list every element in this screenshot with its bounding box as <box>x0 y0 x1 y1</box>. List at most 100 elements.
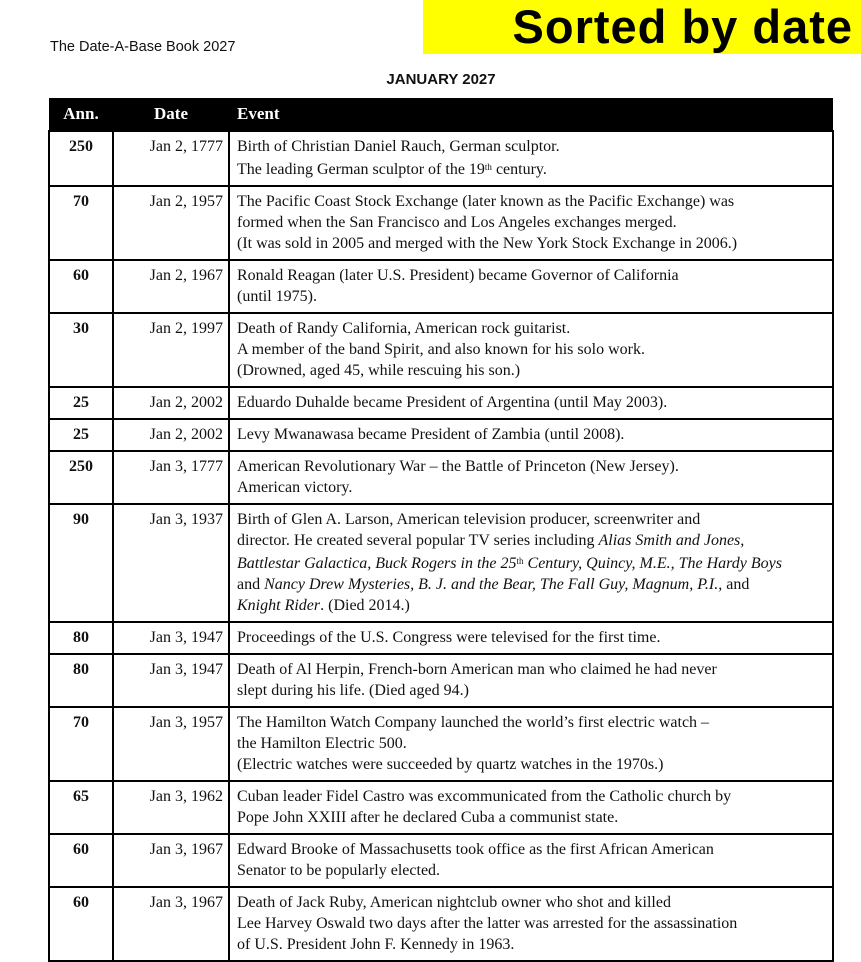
table-row: 25 Jan 2, 2002 Eduardo Duhalde became Pres… <box>48 386 834 420</box>
date-cell: Jan 2, 1777 <box>112 130 230 187</box>
italic-title-text: Battlestar Galactica, Buck Rogers in the… <box>237 555 517 572</box>
event-text: (Electric watches were succeeded by quar… <box>237 756 664 773</box>
event-cell: Cuban leader Fidel Castro was excommunic… <box>228 780 834 835</box>
anniversary-cell: 250 <box>48 130 114 187</box>
anniversary-cell: 65 <box>48 780 114 835</box>
event-text: director. He created several popular TV … <box>237 532 599 549</box>
event-cell: Birth of Glen A. Larson, American televi… <box>228 503 834 623</box>
event-line: Proceedings of the U.S. Congress were te… <box>237 627 825 648</box>
event-cell: Death of Randy California, American rock… <box>228 312 834 388</box>
table-row: 70 Jan 3, 1957 The Hamilton Watch Company … <box>48 706 834 782</box>
sorted-by-date-banner: Sorted by date <box>423 0 861 54</box>
event-line: slept during his life. (Died aged 94.) <box>237 680 825 701</box>
event-line: Knight Rider. (Died 2014.) <box>237 595 825 616</box>
event-line: Edward Brooke of Massachusetts took offi… <box>237 839 825 860</box>
anniversary-cell: 60 <box>48 886 114 962</box>
event-text: and <box>722 576 750 593</box>
italic-title-text: Alias Smith and Jones, <box>598 532 745 549</box>
event-text: (until 1975). <box>237 288 317 305</box>
column-header-date: Date <box>113 98 229 131</box>
event-text: and <box>237 576 265 593</box>
table-row: 30 Jan 2, 1997 Death of Randy California, … <box>48 312 834 388</box>
event-line: director. He created several popular TV … <box>237 530 825 551</box>
table-row: 250 Jan 2, 1777 Birth of Christian Daniel … <box>48 130 834 187</box>
event-text: Death of Randy California, American rock… <box>237 320 571 337</box>
event-line: The Hamilton Watch Company launched the … <box>237 712 825 733</box>
anniversary-cell: 60 <box>48 259 114 314</box>
event-line: Cuban leader Fidel Castro was excommunic… <box>237 786 825 807</box>
event-cell: Edward Brooke of Massachusetts took offi… <box>228 833 834 888</box>
table-row: 70 Jan 2, 1957 The Pacific Coast Stock Exc… <box>48 185 834 261</box>
event-text: The leading German sculptor of the 19 <box>237 161 485 178</box>
event-line: the Hamilton Electric 500. <box>237 733 825 754</box>
anniversary-cell: 70 <box>48 185 114 261</box>
table-row: 60 Jan 3, 1967 Death of Jack Ruby, America… <box>48 886 834 962</box>
event-text: century. <box>491 161 547 178</box>
anniversary-cell: 250 <box>48 450 114 505</box>
anniversary-cell: 60 <box>48 833 114 888</box>
date-cell: Jan 3, 1967 <box>112 886 230 962</box>
superscript-text: th <box>484 162 492 172</box>
event-text: . (Died 2014.) <box>320 597 410 614</box>
event-line: Battlestar Galactica, Buck Rogers in the… <box>237 551 825 574</box>
event-cell: Death of Jack Ruby, American nightclub o… <box>228 886 834 962</box>
event-cell: Proceedings of the U.S. Congress were te… <box>228 621 834 655</box>
event-line: (Drowned, aged 45, while rescuing his so… <box>237 360 825 381</box>
event-line: Eduardo Duhalde became President of Arge… <box>237 392 825 413</box>
event-line: formed when the San Francisco and Los An… <box>237 212 825 233</box>
date-cell: Jan 3, 1957 <box>112 706 230 782</box>
event-line: Pope John XXIII after he declared Cuba a… <box>237 807 825 828</box>
event-text: The Pacific Coast Stock Exchange (later … <box>237 193 735 210</box>
date-cell: Jan 3, 1777 <box>112 450 230 505</box>
event-cell: Eduardo Duhalde became President of Arge… <box>228 386 834 420</box>
date-cell: Jan 2, 2002 <box>112 386 230 420</box>
event-text: formed when the San Francisco and Los An… <box>237 214 677 231</box>
event-text: Birth of Glen A. Larson, American televi… <box>237 511 701 528</box>
italic-title-text: Century, Quincy, M.E., The Hardy Boys <box>523 555 782 572</box>
event-text: slept during his life. (Died aged 94.) <box>237 682 469 699</box>
date-cell: Jan 3, 1947 <box>112 653 230 708</box>
event-line: Levy Mwanawasa became President of Zambi… <box>237 424 825 445</box>
anniversary-cell: 80 <box>48 621 114 655</box>
date-cell: Jan 3, 1937 <box>112 503 230 623</box>
event-line: and Nancy Drew Mysteries, B. J. and the … <box>237 574 825 595</box>
event-text: Pope John XXIII after he declared Cuba a… <box>237 809 619 826</box>
event-line: of U.S. President John F. Kennedy in 196… <box>237 934 825 955</box>
event-line: Ronald Reagan (later U.S. President) bec… <box>237 265 825 286</box>
event-text: of U.S. President John F. Kennedy in 196… <box>237 936 515 953</box>
events-table: Ann. Date Event 250 Jan 2, 1777 Birth of C… <box>48 98 834 962</box>
event-line: American victory. <box>237 477 825 498</box>
event-cell: The Hamilton Watch Company launched the … <box>228 706 834 782</box>
column-header-ann: Ann. <box>49 98 113 131</box>
column-header-event: Event <box>229 98 833 131</box>
event-text: Death of Al Herpin, French-born American… <box>237 661 717 678</box>
event-text: Edward Brooke of Massachusetts took offi… <box>237 841 714 858</box>
event-line: Death of Al Herpin, French-born American… <box>237 659 825 680</box>
date-cell: Jan 2, 1957 <box>112 185 230 261</box>
anniversary-cell: 25 <box>48 386 114 420</box>
event-text: Cuban leader Fidel Castro was excommunic… <box>237 788 732 805</box>
event-text: Lee Harvey Oswald two days after the lat… <box>237 915 738 932</box>
anniversary-cell: 30 <box>48 312 114 388</box>
event-line: Senator to be popularly elected. <box>237 860 825 881</box>
table-row: 80 Jan 3, 1947 Death of Al Herpin, French-… <box>48 653 834 708</box>
event-line: American Revolutionary War – the Battle … <box>237 456 825 477</box>
event-text: the Hamilton Electric 500. <box>237 735 407 752</box>
event-text: Eduardo Duhalde became President of Arge… <box>237 394 668 411</box>
event-line: A member of the band Spirit, and also kn… <box>237 339 825 360</box>
anniversary-cell: 70 <box>48 706 114 782</box>
anniversary-cell: 90 <box>48 503 114 623</box>
event-cell: American Revolutionary War – the Battle … <box>228 450 834 505</box>
event-line: (Electric watches were succeeded by quar… <box>237 754 825 775</box>
event-text: (Drowned, aged 45, while rescuing his so… <box>237 362 521 379</box>
event-line: (It was sold in 2005 and merged with the… <box>237 233 825 254</box>
event-cell: Birth of Christian Daniel Rauch, German … <box>228 130 834 187</box>
month-heading: JANUARY 2027 <box>386 71 496 88</box>
anniversary-cell: 80 <box>48 653 114 708</box>
event-text: A member of the band Spirit, and also kn… <box>237 341 645 358</box>
table-header-row: Ann. Date Event <box>49 98 833 131</box>
event-line: Lee Harvey Oswald two days after the lat… <box>237 913 825 934</box>
table-row: 90 Jan 3, 1937 Birth of Glen A. Larson, Am… <box>48 503 834 623</box>
event-cell: Death of Al Herpin, French-born American… <box>228 653 834 708</box>
table-row: 60 Jan 2, 1967 Ronald Reagan (later U.S. P… <box>48 259 834 314</box>
